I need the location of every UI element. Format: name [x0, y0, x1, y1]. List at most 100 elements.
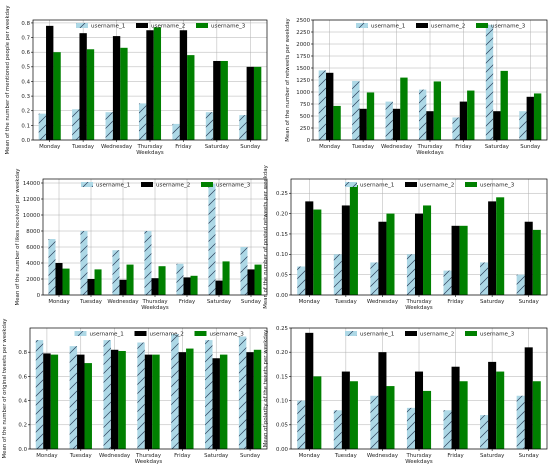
legend-label-username_2: username_2 [151, 24, 185, 30]
bar-username_1-friday [443, 410, 452, 449]
x-tick-label: Tuesday [334, 453, 358, 459]
x-tick-label: Sunday [240, 144, 261, 150]
legend-swatch-username_1 [356, 23, 368, 28]
y-tick-label: 0.8 [21, 21, 30, 27]
x-axis-label: Weekdays [405, 459, 433, 465]
bar-username_2-saturday [213, 60, 221, 140]
x-tick-label: Tuesday [79, 299, 103, 305]
y-tick-label: 0.0 [21, 138, 30, 144]
bar-username_3-monday [333, 105, 341, 140]
x-tick-label: Saturday [205, 144, 230, 150]
bar-username_1-monday [318, 70, 327, 140]
bar-username_2-thursday [146, 30, 154, 140]
x-tick-label: Thursday [136, 144, 163, 150]
bar-username_1-wednesday [370, 395, 379, 449]
y-axis-label: Mean of polarity of the tweets per weekd… [263, 329, 269, 447]
bar-username_1-monday [48, 239, 56, 295]
bar-username_2-tuesday [341, 205, 350, 295]
legend-swatch-username_3 [476, 23, 488, 28]
bar-username_2-tuesday [359, 108, 367, 140]
bar-username_2-thursday [144, 354, 153, 449]
x-tick-label: Tuesday [69, 453, 93, 459]
bar-username_2-monday [46, 25, 54, 140]
legend-label-username_3: username_3 [491, 24, 526, 30]
x-tick-label: Saturday [207, 299, 232, 305]
x-tick-label: Wednesday [101, 144, 133, 150]
bar-username_1-friday [176, 263, 184, 295]
bar-username_1-wednesday [370, 262, 379, 295]
y-tick-label: 10000 [23, 213, 41, 219]
bar-username_3-tuesday [86, 49, 95, 140]
bar-username_1-sunday [516, 274, 525, 295]
bar-username_2-wednesday [110, 349, 119, 449]
y-tick-label: 0.20 [276, 350, 289, 356]
y-tick-label: 1500 [296, 66, 310, 72]
x-tick-label: Wednesday [107, 299, 139, 305]
bar-username_1-sunday [516, 395, 525, 449]
legend-label-username_1: username_1 [90, 332, 125, 338]
bar-username_3-saturday [500, 70, 508, 140]
y-tick-label: 0.5 [21, 65, 30, 71]
bar-username_3-saturday [220, 60, 228, 140]
x-axis-label: Weekdays [141, 305, 169, 311]
bar-username_3-thursday [152, 354, 160, 449]
x-tick-label: Wednesday [367, 453, 399, 459]
x-axis-label: Weekdays [416, 150, 444, 156]
bar-username_2-sunday [524, 347, 533, 449]
y-axis-label: Mean of the number of likes received per… [15, 168, 21, 306]
chart-panel-1: 0.0 0.1 0.2 0.3 0.4 0.5 0.6 0.7 0.8 Monday Tuesday… [5, 5, 268, 156]
bar-username_1-thursday [137, 342, 145, 449]
legend-swatch-username_2 [405, 182, 417, 187]
bar-username_2-saturday [488, 361, 497, 449]
legend: username_1 username_2 username_3 [356, 23, 526, 30]
x-tick-label: Saturday [485, 144, 510, 150]
bar-username_3-thursday [153, 27, 162, 140]
bar-username_1-tuesday [80, 231, 88, 295]
bar-username_2-sunday [246, 66, 254, 140]
bar-username_3-tuesday [366, 92, 375, 140]
legend-swatch-username_1 [345, 182, 357, 187]
x-tick-label: Wednesday [367, 299, 399, 305]
x-tick-label: Friday [175, 144, 192, 150]
bar-username_2-thursday [151, 278, 159, 295]
x-axis-label: Weekdays [405, 305, 433, 311]
legend-label-username_1: username_1 [360, 332, 395, 338]
bar-username_3-wednesday [400, 77, 408, 140]
y-tick-label: 0.4 [21, 79, 30, 85]
bar-username_3-friday [186, 348, 194, 449]
bar-username_2-saturday [212, 358, 220, 449]
bar-username_1-friday [452, 117, 460, 140]
x-tick-label: Friday [174, 453, 191, 459]
bar-username_2-sunday [526, 96, 534, 140]
bar-username_3-tuesday [84, 363, 92, 449]
legend: username_1 username_2 username_3 [74, 331, 244, 338]
x-tick-label: Sunday [241, 299, 262, 305]
legend-swatch-username_3 [465, 182, 477, 187]
y-tick-label: 0.4 [18, 399, 27, 405]
x-tick-label: Saturday [480, 299, 505, 305]
bar-username_3-monday [313, 376, 322, 449]
bar-username_1-monday [297, 400, 306, 449]
bar-username_2-friday [179, 30, 188, 140]
bar-username_3-saturday [496, 197, 505, 295]
bar-username_3-wednesday [386, 386, 395, 449]
bar-username_2-friday [459, 101, 468, 140]
bar-username_1-thursday [406, 254, 415, 295]
bar-username_2-tuesday [87, 279, 95, 295]
bar-username_3-sunday [532, 381, 541, 449]
bar-username_3-sunday [253, 349, 262, 449]
bar-username_3-thursday [433, 81, 442, 140]
bar-username_2-tuesday [79, 33, 87, 140]
x-axis-label: Weekdays [135, 459, 163, 465]
y-tick-label: 0.0 [18, 447, 27, 453]
legend: username_1 username_2 username_3 [81, 182, 251, 189]
legend-label-username_2: username_2 [420, 183, 454, 189]
legend-swatch-username_2 [405, 331, 417, 336]
legend-label-username_1: username_1 [96, 183, 131, 189]
bar-username_3-saturday [496, 371, 505, 449]
x-tick-label: Friday [455, 144, 472, 150]
legend-label-username_1: username_1 [371, 24, 406, 30]
bar-username_3-sunday [253, 66, 262, 140]
x-tick-label: Saturday [480, 453, 505, 459]
bar-username_3-sunday [533, 93, 542, 140]
